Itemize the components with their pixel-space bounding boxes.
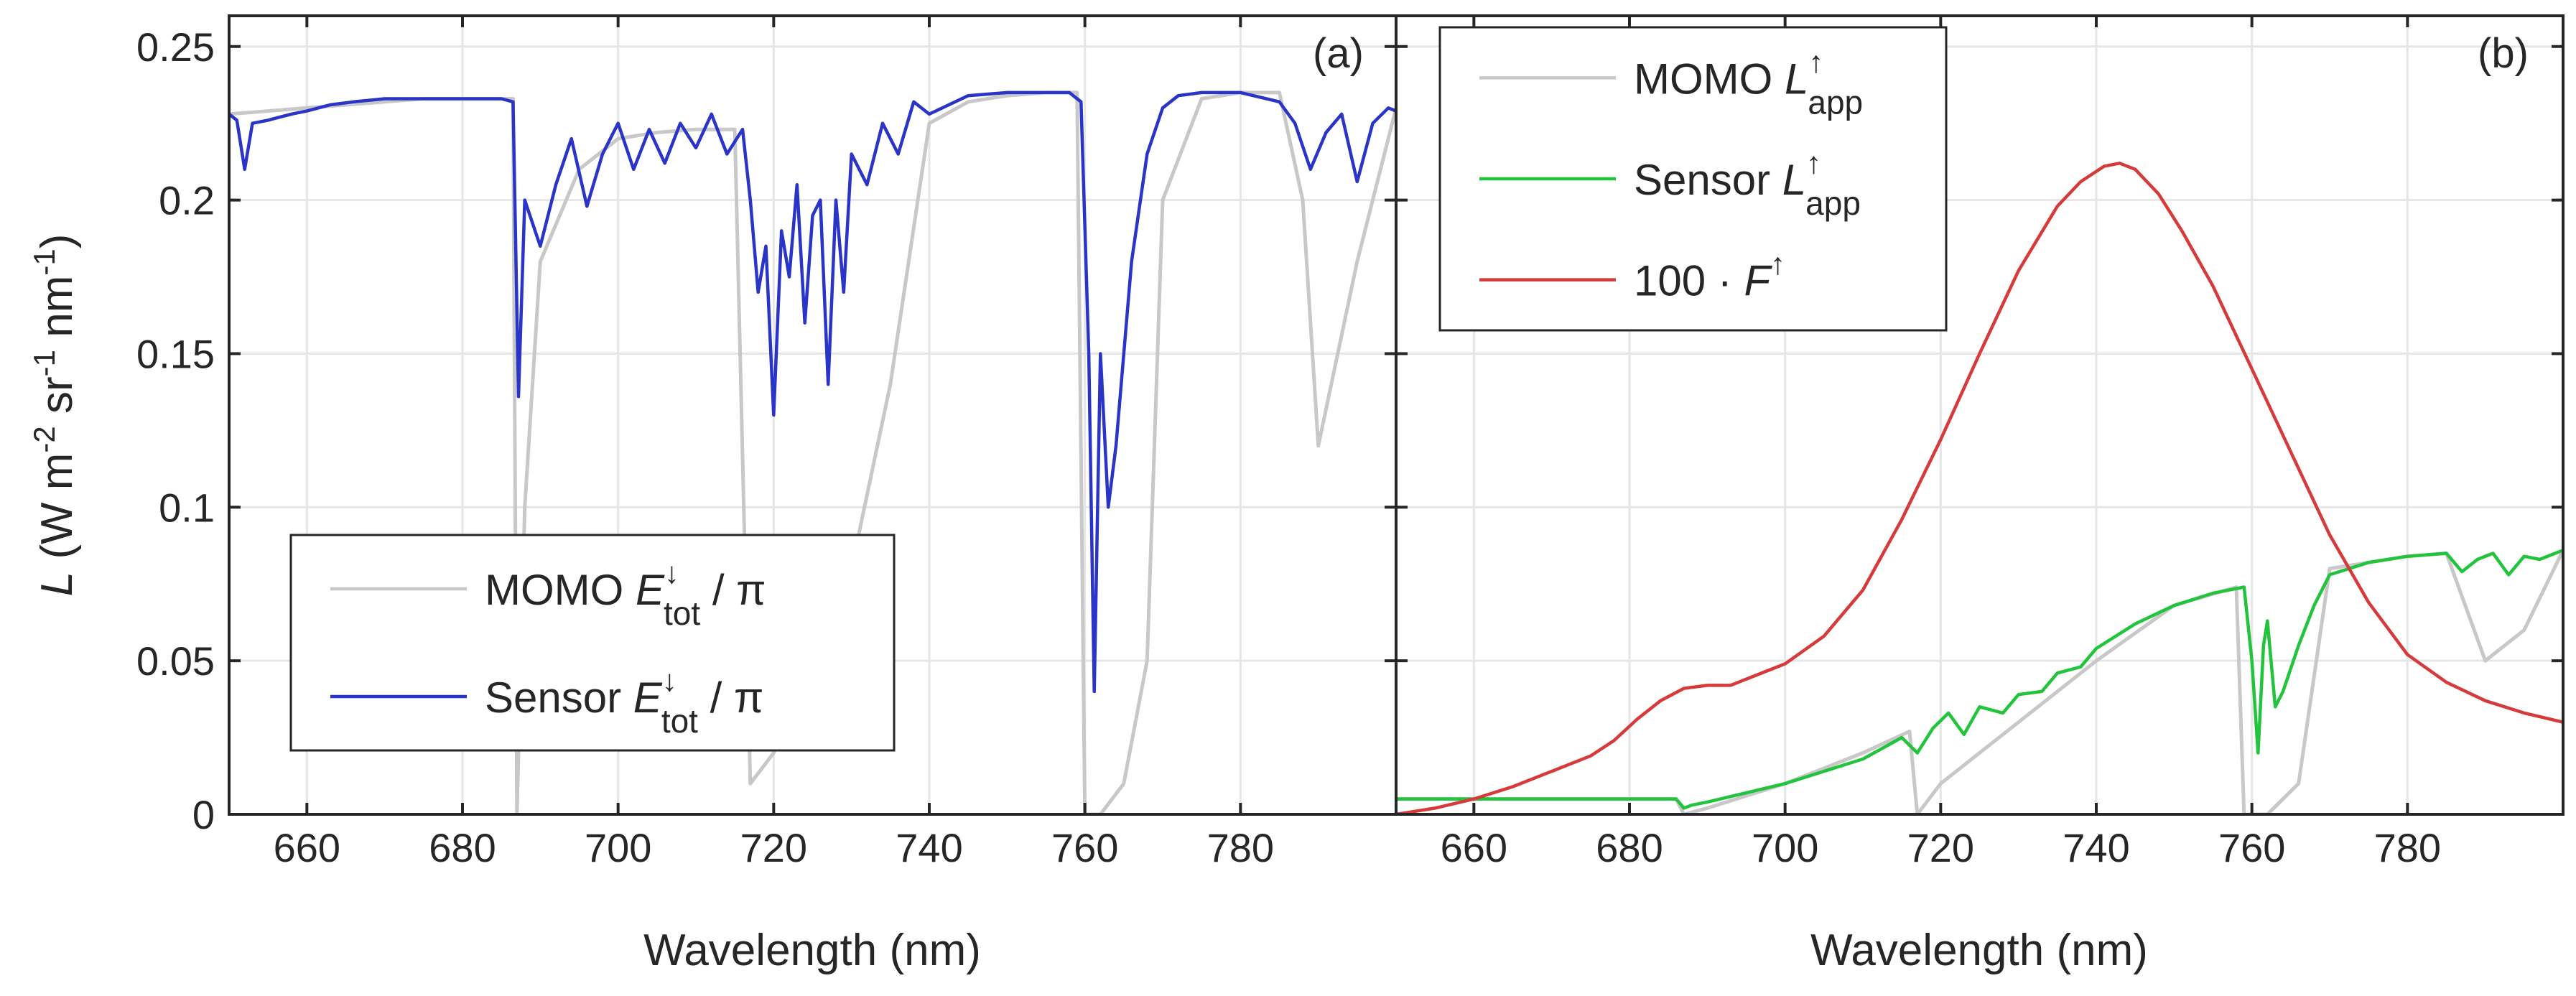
legend-sup: ↑ [1808,45,1823,78]
x-tick-label: 720 [740,825,807,870]
legend-sub: app [1805,185,1861,222]
legend-base: Sensor [1634,156,1782,204]
x-tick-label: 780 [2374,825,2441,870]
x-tick-label: 760 [1051,825,1118,870]
legend-entry: MOMO E↓ tot / π [485,556,766,632]
series-line-sensor-e-tot-pi [229,90,1396,694]
x-tick-label: 680 [429,825,496,870]
legend-base: MOMO [485,566,636,614]
panel-a-ticks: 660 680 700 720 740 760 780 0 0.05 0.1 0.15 0.2 0.25 [136,16,1396,870]
ylabel-exp-2: -1 [27,350,61,376]
y-tick-label: 0.15 [136,331,215,376]
x-tick-label: 660 [1441,825,1507,870]
legend-sub: tot [661,702,698,740]
y-tick-label: 0 [192,792,215,837]
x-tick-label: 700 [1752,825,1818,870]
x-tick-label: 660 [274,825,340,870]
panel-b-frame [1395,14,2565,816]
y-tick-label: 0.25 [136,24,215,70]
legend-tail: / π [700,566,766,614]
x-tick-label: 780 [1207,825,1274,870]
ylabel-symbol: L [32,572,82,596]
series-line-sensor-l-app [1396,549,2563,810]
legend-sup: ↑ [1806,146,1821,180]
y-tick-label: 0.2 [159,178,215,223]
x-tick-label: 740 [896,825,962,870]
legend-entry: MOMO L↑ app [1634,45,1863,121]
ylabel-unit-w: (W m [32,453,82,572]
x-tick-label: 700 [585,825,651,870]
legend-base: MOMO [1634,55,1785,103]
panel-b-label: (b) [2478,30,2529,77]
y-tick-label: 0.1 [159,485,215,530]
panel-b: 660 680 700 720 740 760 780 (b) Wavelength (nm… [1395,14,2565,975]
legend-entry: Sensor E↓ tot / π [485,664,763,740]
x-tick-label: 680 [1596,825,1663,870]
y-tick-label: 0.05 [136,638,215,684]
x-tick-label: 740 [2063,825,2129,870]
panel-a-ylabel: L (W m-2 sr-1 nm-1) [27,234,82,597]
legend-tail: / π [698,674,763,722]
legend-sub: tot [664,595,700,632]
legend-sup: ↑ [1770,247,1785,281]
x-tick-label: 720 [1907,825,1974,870]
panel-b-xlabel: Wavelength (nm) [1810,926,2148,975]
ylabel-exp-1: -2 [27,426,61,452]
legend-symbol: L [1785,55,1808,103]
legend-sup: ↓ [664,556,679,590]
ylabel-unit-sr: sr [32,376,82,426]
panel-a-label: (a) [1313,30,1364,77]
legend-entry: 100 · F↑ [1634,247,1785,305]
series-line-100-f [1396,162,2563,814]
panel-a: 660 680 700 720 740 760 780 0 0.05 0.1 0.15 0.2 0.25… [27,14,1398,975]
ylabel-close: ) [32,234,82,249]
ylabel-unit-nm: nm [32,276,82,350]
x-tick-label: 760 [2218,825,2285,870]
panel-b-series [1396,162,2563,814]
panel-a-xlabel: Wavelength (nm) [643,926,981,975]
legend-entry: Sensor L↑ app [1634,146,1861,222]
legend-base: 100 · [1634,257,1744,305]
legend-symbol: E [633,674,663,722]
legend-sup: ↓ [662,664,677,697]
legend-symbol: F [1744,257,1772,305]
legend-box [289,534,896,752]
legend-symbol: E [636,566,665,614]
legend-symbol: L [1782,156,1806,204]
legend-base: Sensor [485,674,633,722]
panel-b-ticks: 660 680 700 720 740 760 780 [1396,16,2563,870]
ylabel-exp-3: -1 [27,248,61,275]
legend-sub: app [1808,83,1863,121]
